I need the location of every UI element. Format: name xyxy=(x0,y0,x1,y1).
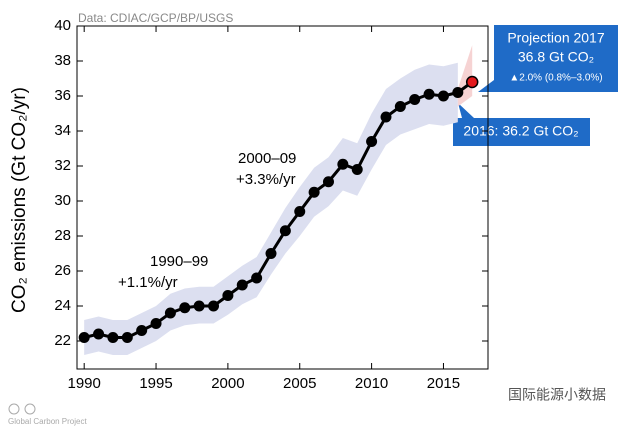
callout-text: Projection 2017 xyxy=(507,30,605,46)
data-point xyxy=(366,136,378,147)
plot-frame xyxy=(76,25,489,370)
annotation: 2000–09 xyxy=(238,150,296,167)
watermark: 国际能源小数据 xyxy=(508,387,606,403)
footer-text: Global Carbon Project xyxy=(8,417,87,426)
data-point xyxy=(179,302,191,314)
y-tick-label: 30 xyxy=(54,192,71,209)
callout-text: 2016: 36.2 Gt CO₂ xyxy=(463,123,578,139)
x-tick-label: 1995 xyxy=(139,375,172,392)
logo-icon xyxy=(8,403,20,415)
y-tick-label: 34 xyxy=(54,122,71,139)
x-tick-label: 2000 xyxy=(211,375,244,392)
data-point xyxy=(107,332,119,343)
data-point xyxy=(437,90,449,102)
data-point xyxy=(279,225,291,237)
callout-pointer xyxy=(478,80,494,92)
data-point xyxy=(452,87,464,98)
data-point xyxy=(121,332,133,343)
data-point xyxy=(423,88,435,100)
data-point xyxy=(351,164,363,175)
y-axis-label: CO₂ emissions (Gt CO₂/yr) xyxy=(9,87,30,313)
y-tick-label: 26 xyxy=(54,262,71,279)
projection-point xyxy=(465,75,479,89)
y-tick-label: 32 xyxy=(54,157,71,174)
annotation: +1.1%/yr xyxy=(118,274,178,291)
x-tick-label: 1990 xyxy=(67,375,100,392)
y-tick-label: 40 xyxy=(54,17,71,34)
uncertainty-band xyxy=(84,62,458,355)
data-point xyxy=(394,101,406,112)
data-point xyxy=(164,307,176,319)
callout-box xyxy=(494,25,618,92)
data-point xyxy=(236,279,248,291)
x-tick-label: 2005 xyxy=(283,375,316,392)
data-point xyxy=(251,272,263,284)
y-tick-label: 28 xyxy=(54,227,71,244)
x-tick-label: 2010 xyxy=(355,375,388,392)
data-point xyxy=(208,300,220,312)
data-point xyxy=(380,111,392,123)
data-point xyxy=(93,328,105,340)
data-point xyxy=(308,186,320,198)
y-tick-label: 22 xyxy=(54,332,71,349)
annotation: +3.3%/yr xyxy=(236,171,296,188)
data-point xyxy=(337,158,349,170)
data-point xyxy=(322,176,334,188)
data-point xyxy=(265,248,277,259)
y-tick-label: 36 xyxy=(54,87,71,104)
y-tick-label: 38 xyxy=(54,52,71,69)
data-point xyxy=(222,290,234,301)
source-note: Data: CDIAC/GCP/BP/USGS xyxy=(78,11,233,25)
callout-text: ▲2.0% (0.8%–3.0%) xyxy=(509,73,602,84)
logo-icon xyxy=(24,403,36,415)
x-tick-label: 2015 xyxy=(427,375,460,392)
callout-box xyxy=(453,118,590,146)
y-tick-label: 24 xyxy=(54,297,71,314)
callout-pointer xyxy=(458,103,474,118)
data-point xyxy=(78,332,90,343)
data-point xyxy=(150,318,162,329)
data-point xyxy=(409,94,421,105)
callout-text: 36.8 Gt CO₂ xyxy=(518,49,594,65)
data-point xyxy=(136,325,148,336)
data-point xyxy=(193,300,205,312)
annotation: 1990–99 xyxy=(150,253,208,270)
data-point xyxy=(294,206,306,217)
